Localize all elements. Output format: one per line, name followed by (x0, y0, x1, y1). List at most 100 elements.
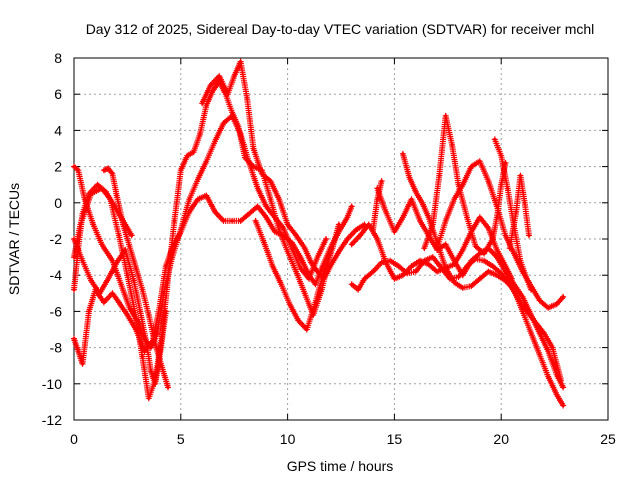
data-point (72, 165, 76, 169)
data-point (510, 277, 514, 281)
data-point (495, 204, 499, 208)
data-point (427, 215, 431, 219)
data-point (495, 273, 499, 277)
data-point (130, 233, 134, 237)
y-tick-label: -4 (50, 267, 63, 283)
data-point (72, 337, 76, 341)
data-point (91, 222, 95, 227)
data-point (313, 282, 317, 286)
data-series (71, 58, 567, 409)
data-point (153, 382, 157, 386)
data-point (350, 204, 354, 208)
data-point (157, 306, 161, 310)
data-point (431, 255, 435, 259)
x-tick-label: 25 (600, 431, 616, 447)
data-point (444, 114, 448, 118)
data-point (354, 228, 358, 232)
data-point (211, 89, 215, 93)
data-point (435, 270, 439, 274)
x-tick-labels: 0 5 10 15 20 25 (70, 431, 616, 447)
data-point (140, 355, 144, 359)
data-point (420, 201, 424, 205)
x-tick-label: 5 (177, 431, 185, 447)
data-point (350, 282, 354, 286)
series-arc-2 (71, 112, 329, 351)
data-point (286, 222, 290, 227)
data-point (512, 282, 516, 286)
data-point (356, 288, 360, 292)
data-point (414, 270, 418, 274)
data-point (482, 259, 486, 263)
data-point (525, 277, 529, 281)
series-arc-7 (199, 58, 368, 282)
data-point (523, 201, 527, 205)
data-point (392, 277, 396, 281)
data-point (277, 197, 281, 201)
data-point (170, 246, 174, 250)
data-point (147, 313, 151, 317)
data-point (132, 279, 136, 283)
data-point (478, 159, 482, 163)
data-point (200, 101, 204, 105)
data-point (529, 313, 533, 317)
data-point (384, 260, 388, 265)
y-tick-label: 2 (54, 159, 62, 175)
data-point (358, 233, 362, 237)
data-point (204, 194, 208, 198)
data-point (427, 262, 431, 266)
data-point (179, 230, 183, 234)
data-point (456, 183, 461, 187)
y-tick-label: -10 (42, 376, 62, 392)
data-point (315, 255, 320, 259)
data-point (262, 241, 266, 245)
data-point (538, 298, 542, 303)
series-markers (199, 58, 368, 282)
data-point (100, 242, 104, 246)
data-point (160, 364, 164, 368)
data-point (309, 260, 313, 265)
grid-lines (74, 58, 608, 420)
data-point (384, 210, 388, 214)
data-point (431, 222, 435, 227)
data-point (288, 302, 292, 306)
data-point (350, 242, 354, 246)
data-point (461, 183, 465, 187)
y-tick-label: -8 (50, 340, 63, 356)
data-point (418, 219, 422, 223)
series-markers (71, 78, 334, 402)
y-tick-label: -2 (50, 231, 63, 247)
data-point (452, 262, 456, 266)
data-point (375, 197, 379, 201)
series-arc-5 (71, 181, 135, 293)
data-point (294, 270, 298, 274)
data-point (486, 179, 490, 183)
data-point (495, 248, 499, 252)
series-arc-6 (100, 165, 171, 391)
data-point (313, 300, 317, 304)
data-point (254, 219, 258, 223)
data-point (322, 270, 326, 274)
y-tick-label: 4 (54, 122, 62, 138)
data-point (324, 237, 328, 241)
data-point (80, 362, 85, 366)
data-point (461, 248, 465, 252)
data-point (538, 353, 542, 357)
data-point (166, 385, 170, 389)
data-point (409, 264, 414, 268)
series-arc-1 (71, 78, 334, 402)
data-point (268, 197, 273, 201)
series-arc-11 (374, 185, 567, 391)
y-tick-label: 8 (54, 50, 62, 66)
data-point (125, 313, 129, 317)
data-point (362, 222, 367, 227)
data-point (127, 306, 132, 310)
data-point (380, 260, 384, 265)
data-point (345, 215, 349, 219)
data-point (264, 215, 268, 219)
data-point (303, 291, 307, 295)
data-point (380, 179, 384, 183)
data-point (435, 246, 439, 250)
data-point (298, 255, 302, 259)
data-point (437, 174, 441, 178)
